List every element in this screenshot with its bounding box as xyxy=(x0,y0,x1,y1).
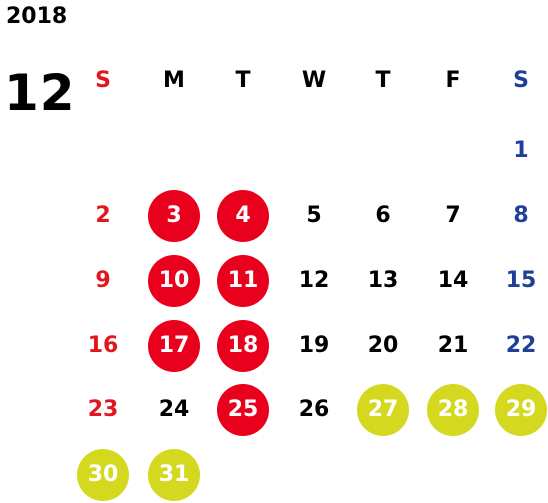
weekday-mon: M xyxy=(163,68,185,93)
day-7[interactable]: 7 xyxy=(445,203,461,228)
day-31[interactable]: 31 xyxy=(148,449,200,501)
day-12[interactable]: 12 xyxy=(298,268,330,293)
day-21[interactable]: 21 xyxy=(437,333,469,358)
day-15[interactable]: 15 xyxy=(505,268,537,293)
day-24[interactable]: 24 xyxy=(158,397,190,422)
day-19[interactable]: 19 xyxy=(298,333,330,358)
weekday-tue: T xyxy=(235,68,251,93)
day-10[interactable]: 10 xyxy=(148,255,200,307)
day-3[interactable]: 3 xyxy=(148,190,200,242)
day-23[interactable]: 23 xyxy=(87,397,119,422)
weekday-wed: W xyxy=(301,68,327,93)
day-1[interactable]: 1 xyxy=(513,138,529,163)
day-6[interactable]: 6 xyxy=(375,203,391,228)
day-25[interactable]: 25 xyxy=(217,384,269,436)
day-20[interactable]: 20 xyxy=(367,333,399,358)
day-26[interactable]: 26 xyxy=(298,397,330,422)
day-27[interactable]: 27 xyxy=(357,384,409,436)
weekday-sun: S xyxy=(95,68,111,93)
day-5[interactable]: 5 xyxy=(306,203,322,228)
weekday-fri: F xyxy=(445,68,461,93)
day-28[interactable]: 28 xyxy=(427,384,479,436)
day-2[interactable]: 2 xyxy=(95,203,111,228)
weekday-sat: S xyxy=(513,68,529,93)
day-8[interactable]: 8 xyxy=(513,203,529,228)
year-label: 2018 xyxy=(6,4,68,29)
day-11[interactable]: 11 xyxy=(217,255,269,307)
day-13[interactable]: 13 xyxy=(367,268,399,293)
month-number: 12 xyxy=(4,64,76,122)
day-29[interactable]: 29 xyxy=(495,384,547,436)
weekday-thu: T xyxy=(375,68,391,93)
day-18[interactable]: 18 xyxy=(217,320,269,372)
day-14[interactable]: 14 xyxy=(437,268,469,293)
day-16[interactable]: 16 xyxy=(87,333,119,358)
day-9[interactable]: 9 xyxy=(95,268,111,293)
day-30[interactable]: 30 xyxy=(77,449,129,501)
day-22[interactable]: 22 xyxy=(505,333,537,358)
day-4[interactable]: 4 xyxy=(217,190,269,242)
day-17[interactable]: 17 xyxy=(148,320,200,372)
